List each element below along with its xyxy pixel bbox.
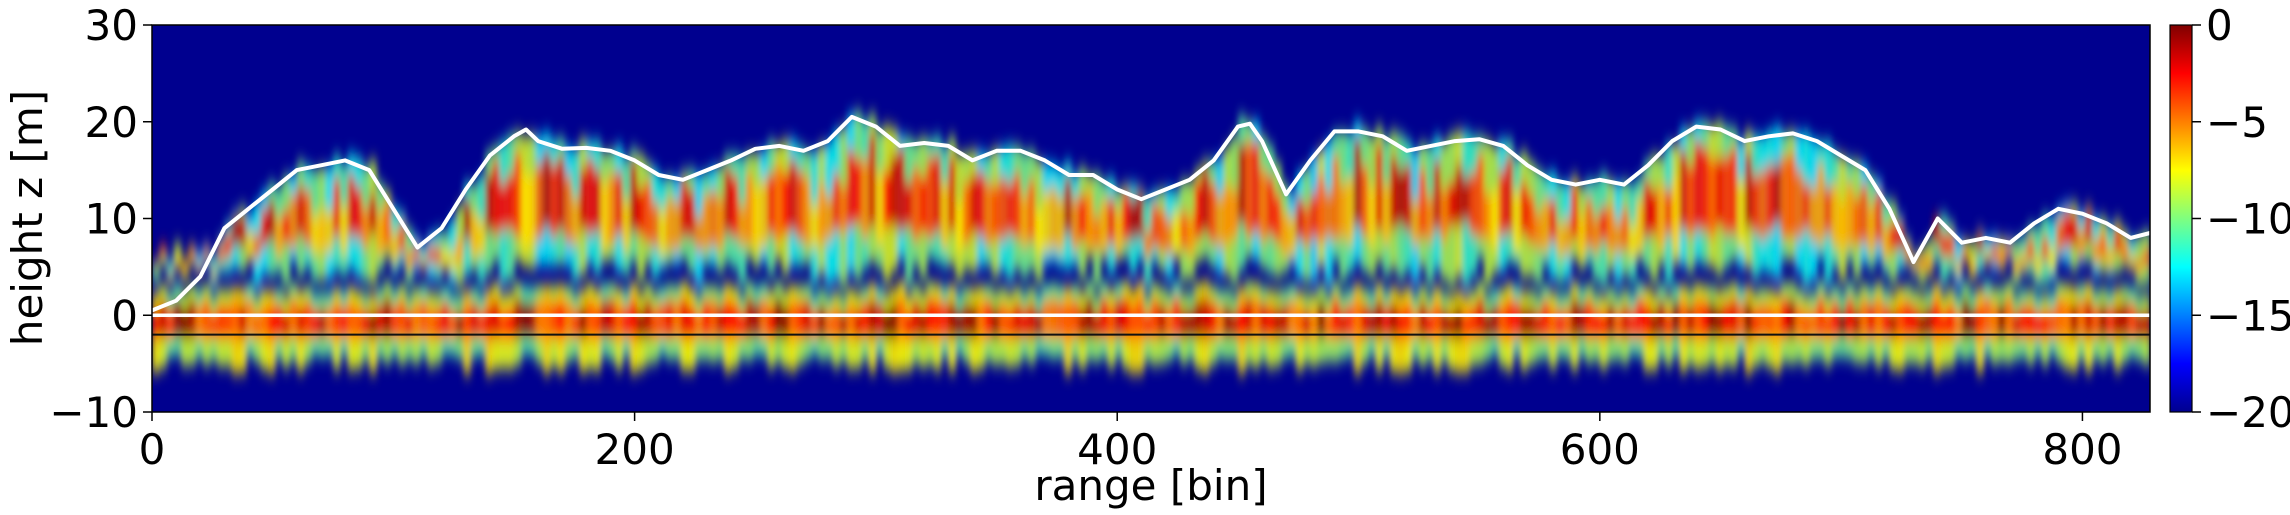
y-tick-label: 0 [111, 291, 138, 340]
heatmap-layer [152, 111, 2150, 374]
y-tick-label: 20 [85, 98, 138, 147]
colorbar-tick-label: −5 [2206, 98, 2268, 147]
y-tick-label: 30 [85, 1, 138, 50]
colorbar-tick-label: −20 [2206, 388, 2290, 437]
x-tick-label: 0 [139, 425, 166, 474]
y-tick-label: −10 [49, 388, 138, 437]
y-axis: −10 0 10 20 30 [49, 1, 152, 437]
y-tick-label: 10 [85, 195, 138, 244]
canopy-height-line [152, 114, 2150, 313]
colorbar-tick-label: 0 [2206, 1, 2233, 50]
colorbar-ticks: 0 −5 −10 −15 −20 [2192, 1, 2290, 437]
overlay-lines [152, 114, 2150, 336]
x-tick-label: 800 [2042, 425, 2122, 474]
colorbar-tick-label: −15 [2206, 291, 2290, 340]
colorbar-gradient [2169, 24, 2193, 413]
x-tick-label: 200 [595, 425, 675, 474]
x-axis-label: range [bin] [1034, 461, 1267, 510]
x-tick-label: 600 [1560, 425, 1640, 474]
x-axis: 0 200 400 600 800 [139, 412, 2123, 474]
plot-area [151, 24, 2151, 413]
x-tick-label: 400 [1077, 425, 1157, 474]
colorbar-tick-label: −10 [2206, 195, 2290, 244]
colorbar: 0 −5 −10 −15 −20 [2169, 1, 2290, 437]
y-axis-label: height z [m] [3, 90, 52, 346]
